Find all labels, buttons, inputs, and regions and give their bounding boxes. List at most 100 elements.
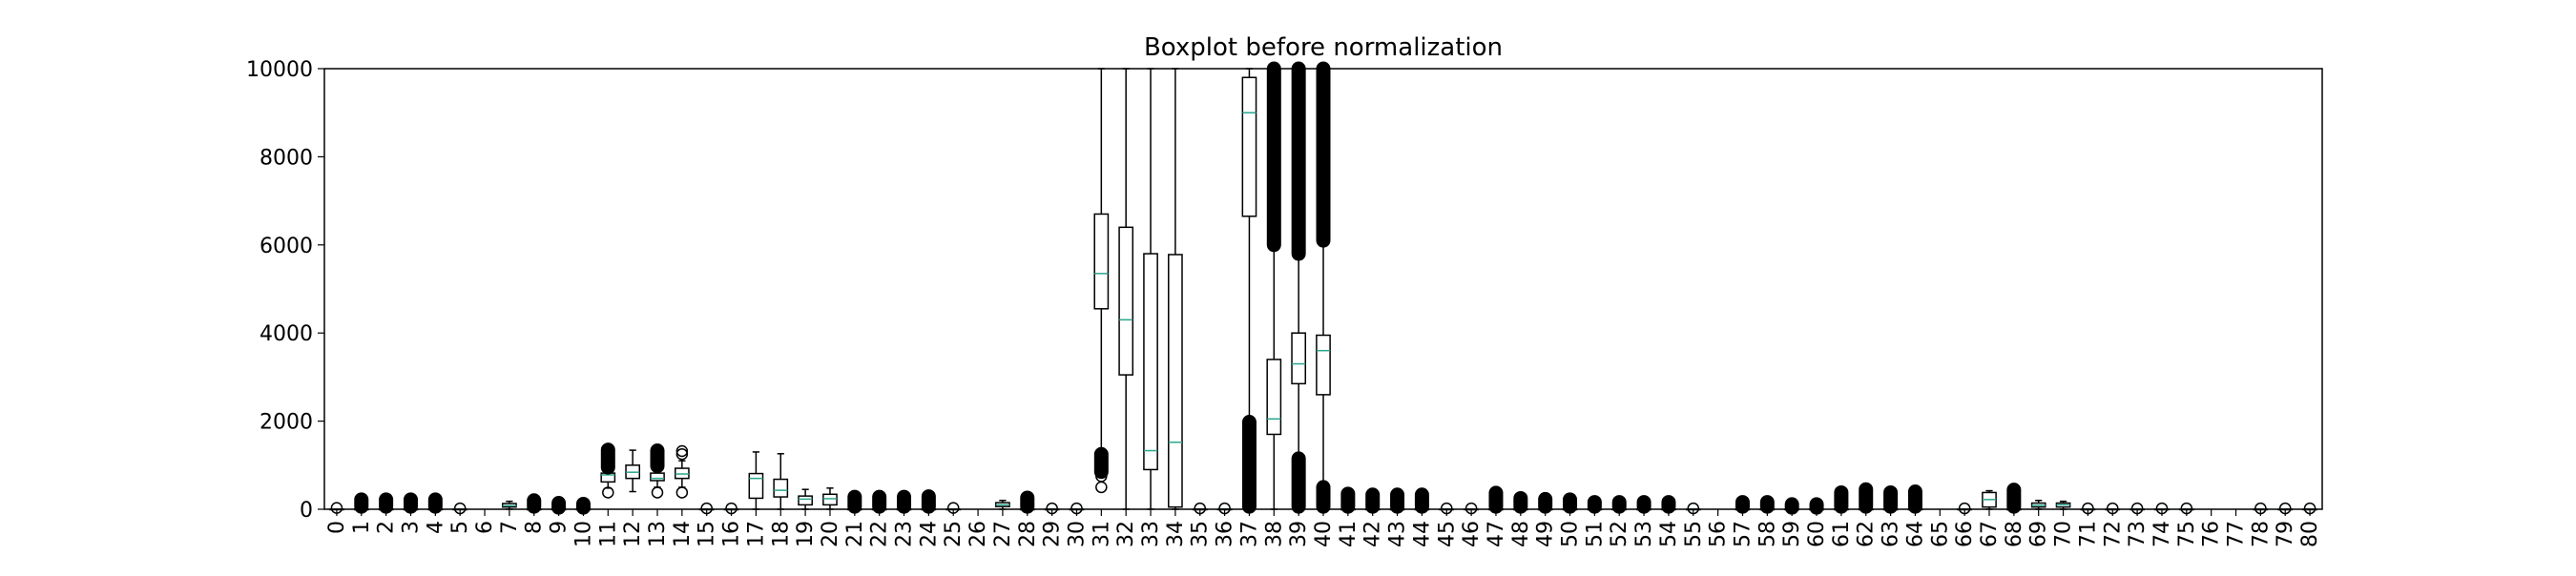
x-tick-label-9: 9	[548, 521, 571, 534]
x-tick-label-5: 5	[448, 521, 472, 534]
x-tick-label-14: 14	[671, 521, 695, 547]
box-13	[650, 443, 665, 499]
x-tick-label-39: 39	[1287, 521, 1311, 547]
box-64	[1907, 484, 1923, 514]
x-tick-label-23: 23	[893, 521, 917, 547]
iqr-box	[1266, 359, 1282, 436]
x-tick-label-50: 50	[1559, 521, 1583, 547]
x-tick-label-76: 76	[2200, 521, 2224, 547]
x-tick-label-42: 42	[1361, 521, 1385, 547]
iqr-box	[1168, 254, 1183, 508]
x-tick-label-78: 78	[2249, 521, 2273, 547]
x-tick-label-70: 70	[2052, 521, 2076, 547]
iqr-box	[773, 478, 789, 498]
box-19	[798, 488, 813, 510]
box-21	[846, 489, 862, 514]
box-7	[502, 500, 517, 510]
x-tick-label-43: 43	[1386, 521, 1410, 547]
box-18	[773, 453, 789, 510]
x-tick-label-34: 34	[1164, 521, 1188, 547]
iqr-box	[1143, 253, 1158, 471]
outlier-1	[1095, 470, 1108, 483]
x-tick-label-30: 30	[1065, 521, 1089, 547]
x-tick-label-36: 36	[1214, 521, 1237, 547]
x-tick-label-75: 75	[2175, 521, 2199, 547]
box-33	[1143, 68, 1158, 510]
x-tick-label-67: 67	[1978, 521, 2002, 547]
x-tick-label-33: 33	[1139, 521, 1163, 547]
box-43	[1389, 487, 1405, 514]
x-tick-label-7: 7	[498, 521, 522, 534]
x-tick-label-47: 47	[1485, 521, 1508, 547]
x-tick-label-65: 65	[1928, 521, 1952, 547]
chart-marks	[329, 61, 2317, 515]
box-48	[1512, 490, 1528, 514]
y-tick-label-0: 0	[300, 499, 313, 523]
x-tick-label-55: 55	[1682, 521, 1706, 547]
x-tick-label-62: 62	[1855, 521, 1879, 547]
x-tick-label-64: 64	[1903, 521, 1927, 547]
x-tick-label-59: 59	[1780, 521, 1804, 547]
plot-frame	[323, 68, 2323, 510]
box-14	[674, 444, 690, 499]
x-tick-label-41: 41	[1337, 521, 1361, 547]
outlier-2	[675, 444, 689, 458]
x-tick-label-31: 31	[1090, 521, 1113, 547]
x-tick-label-46: 46	[1460, 521, 1484, 547]
x-tick-label-32: 32	[1114, 521, 1138, 547]
outlier-0	[602, 486, 614, 499]
box-17	[748, 451, 764, 510]
x-tick-label-49: 49	[1534, 521, 1558, 547]
box-69	[2030, 500, 2046, 510]
x-tick-label-61: 61	[1830, 521, 1854, 547]
x-tick-label-68: 68	[2003, 521, 2026, 547]
x-tick-label-25: 25	[942, 521, 966, 547]
x-tick-label-16: 16	[720, 521, 744, 547]
box-4	[427, 492, 444, 514]
iqr-box	[1118, 226, 1134, 376]
x-tick-label-51: 51	[1583, 521, 1607, 547]
x-tick-label-44: 44	[1410, 521, 1434, 547]
x-tick-label-72: 72	[2101, 521, 2125, 547]
x-tick-label-53: 53	[1632, 521, 1656, 547]
x-tick-label-1: 1	[350, 521, 374, 534]
box-49	[1537, 491, 1553, 514]
box-24	[921, 489, 937, 514]
y-tick-label-6000: 6000	[260, 235, 313, 258]
x-tick-label-6: 6	[473, 521, 497, 534]
x-tick-label-20: 20	[819, 521, 842, 547]
box-11	[600, 442, 616, 499]
x-tick-label-63: 63	[1880, 521, 1903, 547]
x-tick-label-15: 15	[696, 521, 719, 547]
y-tick-label-4000: 4000	[260, 322, 313, 346]
x-tick-label-10: 10	[571, 521, 595, 547]
x-tick-label-48: 48	[1509, 521, 1533, 547]
iqr-box	[748, 472, 764, 500]
box-28	[1019, 490, 1035, 514]
outlier-0	[675, 486, 689, 499]
x-tick-label-8: 8	[523, 521, 547, 534]
x-tick-label-52: 52	[1608, 521, 1631, 547]
chart-title: Boxplot before normalization	[1144, 33, 1503, 62]
outlier-0	[651, 486, 664, 499]
box-32	[1118, 68, 1134, 510]
box-68	[2005, 483, 2022, 514]
box-39	[1291, 61, 1307, 514]
iqr-box	[1093, 213, 1110, 310]
x-tick-label-11: 11	[596, 521, 620, 547]
iqr-box	[1316, 334, 1331, 396]
x-tick-label-71: 71	[2076, 521, 2100, 547]
x-tick-label-80: 80	[2298, 521, 2322, 547]
box-8	[526, 493, 542, 514]
box-34	[1168, 68, 1183, 510]
x-tick-label-24: 24	[917, 521, 941, 547]
box-22	[871, 489, 887, 514]
box-44	[1414, 487, 1430, 514]
x-tick-label-73: 73	[2126, 521, 2150, 547]
box-37	[1241, 68, 1257, 514]
box-47	[1488, 485, 1504, 514]
box-12	[625, 449, 641, 493]
x-tick-label-54: 54	[1657, 521, 1681, 547]
x-tick-label-12: 12	[621, 521, 645, 547]
